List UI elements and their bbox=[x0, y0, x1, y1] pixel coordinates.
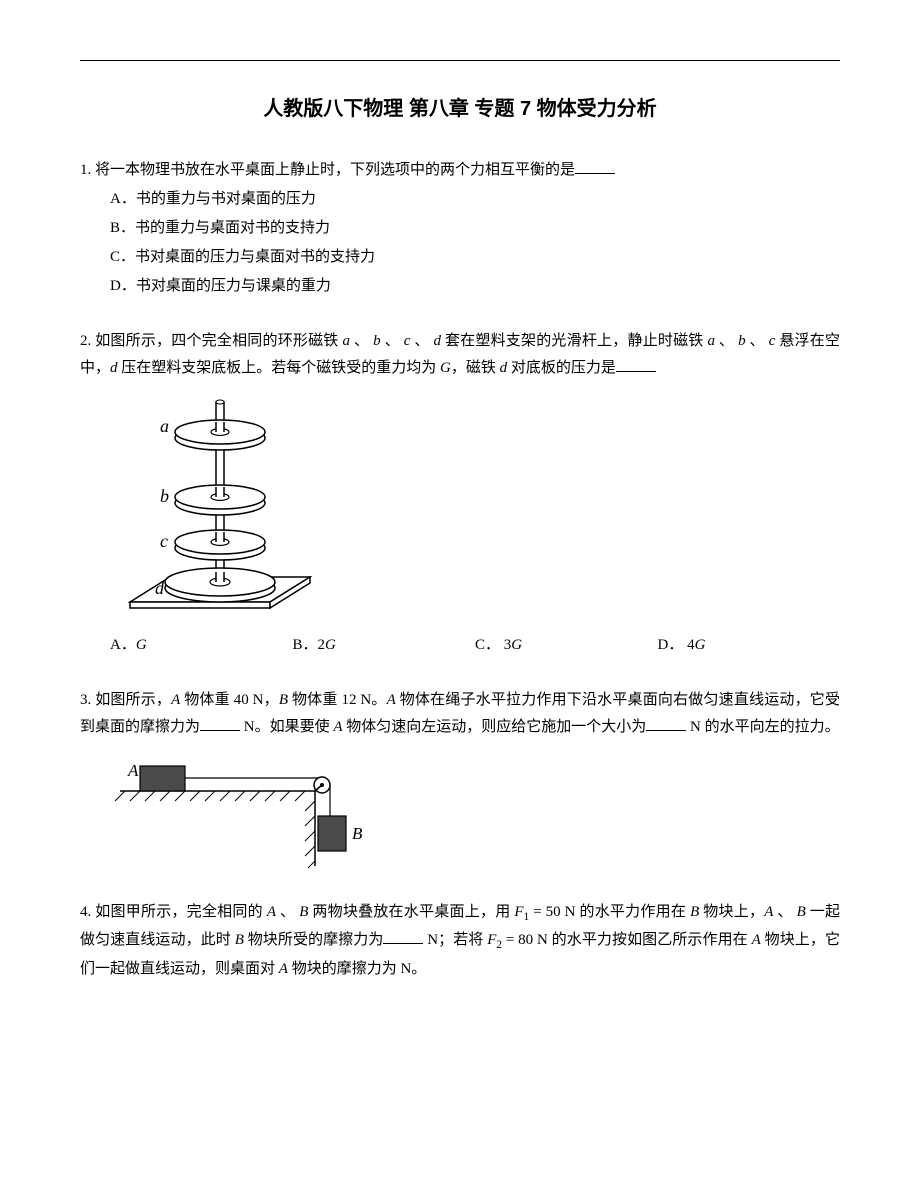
q3-te: N。如果要使 bbox=[240, 719, 333, 735]
q4-tc: 的水平力作用在 bbox=[575, 904, 690, 920]
q3-text: 3. 如图所示，A 物体重 40 N，B 物体重 12 N。A 物体在绳子水平拉… bbox=[80, 687, 840, 741]
q2-blank bbox=[616, 356, 656, 372]
q2odv: G bbox=[695, 637, 706, 653]
page-title: 人教版八下物理 第八章 专题 7 物体受力分析 bbox=[80, 91, 840, 127]
q2oc: C． bbox=[475, 637, 500, 653]
magnet-diagram-icon: a b c d bbox=[110, 392, 340, 622]
q3-blank1 bbox=[200, 715, 240, 731]
q3-ta: 如图所示， bbox=[95, 692, 171, 708]
q2-ld2: d bbox=[110, 360, 118, 376]
q2-te: ，磁铁 bbox=[451, 360, 500, 376]
q4-lB3: B bbox=[797, 904, 806, 920]
q4-ta: 如图甲所示，完全相同的 bbox=[95, 904, 267, 920]
q3-lA: A bbox=[171, 692, 180, 708]
q1-text: 1. 将一本物理书放在水平桌面上静止时，下列选项中的两个力相互平衡的是 bbox=[80, 157, 840, 184]
q2-s5: 、 bbox=[746, 333, 769, 349]
q3-lA2: A bbox=[387, 692, 396, 708]
fig3-label-b: B bbox=[352, 824, 363, 843]
q4-blank1 bbox=[383, 928, 423, 944]
q2obv: G bbox=[325, 637, 336, 653]
q2ob2: 2 bbox=[318, 637, 326, 653]
q4-F1: F bbox=[514, 904, 523, 920]
q4-tb: 两物块叠放在水平桌面上，用 bbox=[308, 904, 514, 920]
q2-options: A．G B．2G C． 3G D． 4G bbox=[110, 632, 840, 659]
fig2-label-a: a bbox=[160, 416, 169, 436]
q2-la2: a bbox=[707, 333, 715, 349]
q3-figure: A B bbox=[110, 751, 840, 871]
q4-F1v: = 50 N bbox=[529, 904, 575, 920]
q1-blank bbox=[575, 158, 615, 174]
fig2-label-c: c bbox=[160, 531, 168, 551]
q2-td: 压在塑料支架底板上。若每个磁铁受的重力均为 bbox=[118, 360, 441, 376]
question-4: 4. 如图甲所示，完全相同的 A 、 B 两物块叠放在水平桌面上，用 F1 = … bbox=[80, 899, 840, 983]
question-1: 1. 将一本物理书放在水平桌面上静止时，下列选项中的两个力相互平衡的是 A．书的… bbox=[80, 157, 840, 300]
q2-ta: 如图所示，四个完全相同的环形磁铁 bbox=[95, 333, 342, 349]
q4-text: 4. 如图甲所示，完全相同的 A 、 B 两物块叠放在水平桌面上，用 F1 = … bbox=[80, 899, 840, 983]
q3-tc: 物体重 12 N。 bbox=[288, 692, 387, 708]
q4-lB4: B bbox=[235, 932, 244, 948]
q4-lA2: A bbox=[764, 904, 773, 920]
q2-opt-b: B．2G bbox=[293, 632, 476, 659]
q1-opt-a: A．书的重力与书对桌面的压力 bbox=[110, 186, 840, 213]
q1-options: A．书的重力与书对桌面的压力 B．书的重力与桌面对书的支持力 C．书对桌面的压力… bbox=[110, 186, 840, 300]
q2-opt-c: C． 3G bbox=[475, 632, 658, 659]
q4-F2v: = 80 N bbox=[502, 932, 548, 948]
q4-tf: 物块所受的摩擦力为 bbox=[244, 932, 384, 948]
q3-tg: N 的水平向左的拉力。 bbox=[686, 719, 839, 735]
pulley-diagram-icon: A B bbox=[110, 751, 370, 871]
q2-tf: 对底板的压力是 bbox=[507, 360, 616, 376]
q2-s2: 、 bbox=[381, 333, 404, 349]
q4-num: 4. bbox=[80, 904, 91, 920]
question-2: 2. 如图所示，四个完全相同的环形磁铁 a 、 b 、 c 、 d 套在塑料支架… bbox=[80, 328, 840, 659]
q2ocv: G bbox=[511, 637, 522, 653]
q4-td: 物块上， bbox=[699, 904, 764, 920]
q2-opt-a: A．G bbox=[110, 632, 293, 659]
q2-la: a bbox=[342, 333, 350, 349]
q4-s2: 、 bbox=[773, 904, 796, 920]
q2-text: 2. 如图所示，四个完全相同的环形磁铁 a 、 b 、 c 、 d 套在塑料支架… bbox=[80, 328, 840, 382]
q3-tf: 物体匀速向左运动，则应给它施加一个大小为 bbox=[343, 719, 647, 735]
q1-opt-d: D．书对桌面的压力与课桌的重力 bbox=[110, 273, 840, 300]
q2-lb2: b bbox=[738, 333, 746, 349]
q4-tj: 物块的摩擦力为 N。 bbox=[288, 961, 426, 977]
q2od: D． bbox=[658, 637, 684, 653]
q1-num: 1. bbox=[80, 162, 91, 178]
q2-tb: 套在塑料支架的光滑杆上，静止时磁铁 bbox=[441, 333, 707, 349]
q2od4: 4 bbox=[687, 637, 695, 653]
q3-blank2 bbox=[646, 715, 686, 731]
q2-s3: 、 bbox=[410, 333, 433, 349]
q2ob: B． bbox=[293, 637, 318, 653]
fig3-label-a: A bbox=[127, 761, 139, 780]
q4-lB2: B bbox=[690, 904, 699, 920]
q2-figure: a b c d bbox=[110, 392, 840, 622]
q4-lB: B bbox=[299, 904, 308, 920]
q2-s4: 、 bbox=[715, 333, 738, 349]
q2oa: A． bbox=[110, 637, 136, 653]
top-rule bbox=[80, 60, 840, 61]
q3-lB: B bbox=[279, 692, 288, 708]
fig2-label-d: d bbox=[155, 578, 165, 598]
q1-body: 将一本物理书放在水平桌面上静止时，下列选项中的两个力相互平衡的是 bbox=[95, 162, 575, 178]
fig2-label-b: b bbox=[160, 486, 169, 506]
q1-opt-b: B．书的重力与桌面对书的支持力 bbox=[110, 215, 840, 242]
q1-opt-c: C．书对桌面的压力与桌面对书的支持力 bbox=[110, 244, 840, 271]
q2-s1: 、 bbox=[350, 333, 373, 349]
q3-num: 3. bbox=[80, 692, 91, 708]
q3-tb: 物体重 40 N， bbox=[180, 692, 279, 708]
q3-lA3: A bbox=[333, 719, 342, 735]
q4-s1: 、 bbox=[276, 904, 299, 920]
q4-lA3: A bbox=[752, 932, 761, 948]
q2-ld: d bbox=[434, 333, 442, 349]
q2oav: G bbox=[136, 637, 147, 653]
question-3: 3. 如图所示，A 物体重 40 N，B 物体重 12 N。A 物体在绳子水平拉… bbox=[80, 687, 840, 871]
q4-lA: A bbox=[267, 904, 276, 920]
q2-opt-d: D． 4G bbox=[658, 632, 841, 659]
q2-lb: b bbox=[373, 333, 381, 349]
q4-th: 的水平力按如图乙所示作用在 bbox=[548, 932, 752, 948]
q4-tg: N；若将 bbox=[423, 932, 487, 948]
q2-lG: G bbox=[440, 360, 451, 376]
q4-lA4: A bbox=[279, 961, 288, 977]
q2-num: 2. bbox=[80, 333, 91, 349]
